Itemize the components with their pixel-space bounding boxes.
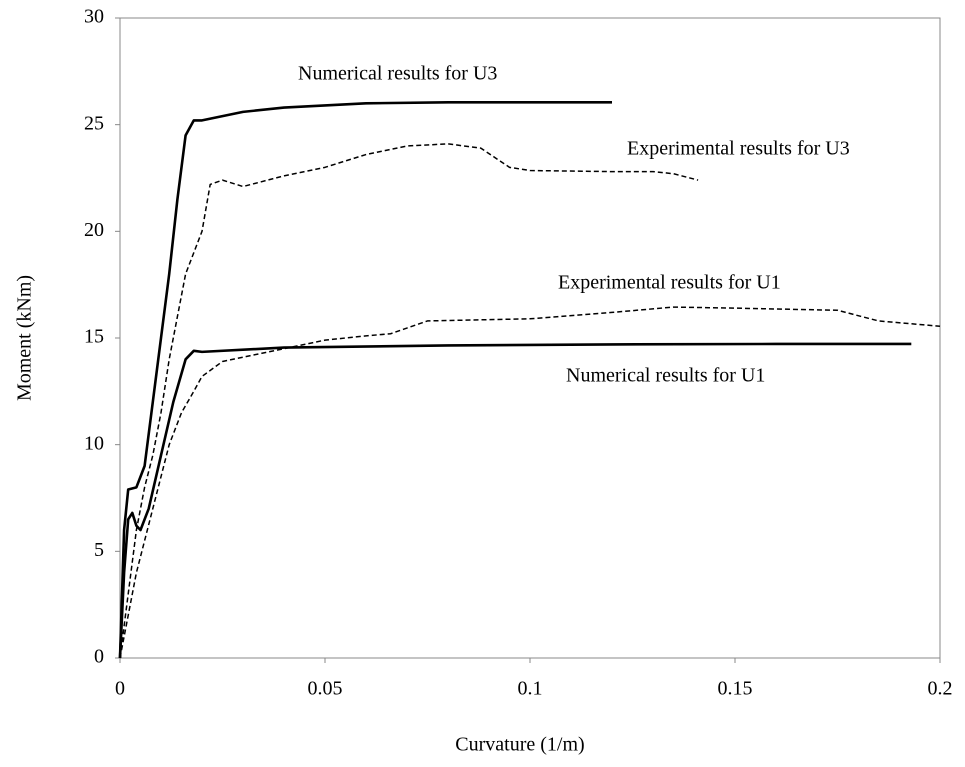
- y-tick-label: 15: [84, 326, 104, 348]
- series-line: [119, 306, 941, 659]
- y-tick-label: 25: [84, 112, 104, 134]
- x-tick-label: 0.1: [518, 678, 543, 700]
- x-tick-label: 0.05: [308, 678, 343, 700]
- plot-frame: [119, 17, 941, 659]
- x-tick-label: 0: [115, 678, 125, 700]
- y-axis-title: Moment (kNm): [14, 275, 36, 401]
- series-label: Experimental results for U3: [627, 138, 850, 160]
- y-tick-label: 5: [94, 539, 104, 561]
- series-line: [118, 100, 612, 659]
- y-tick-label: 30: [84, 6, 104, 28]
- y-tick-label: 0: [94, 646, 104, 668]
- x-tick-label: 0.2: [928, 678, 953, 700]
- series-label: Numerical results for U1: [566, 365, 765, 387]
- x-tick-label: 0.15: [718, 678, 753, 700]
- y-tick-label: 10: [84, 432, 104, 454]
- series-line: [118, 342, 912, 659]
- series-label: Experimental results for U1: [558, 272, 781, 294]
- series-label: Numerical results for U3: [298, 63, 497, 85]
- x-axis-title: Curvature (1/m): [455, 734, 584, 756]
- y-tick-label: 20: [84, 219, 104, 241]
- series-line: [119, 143, 699, 659]
